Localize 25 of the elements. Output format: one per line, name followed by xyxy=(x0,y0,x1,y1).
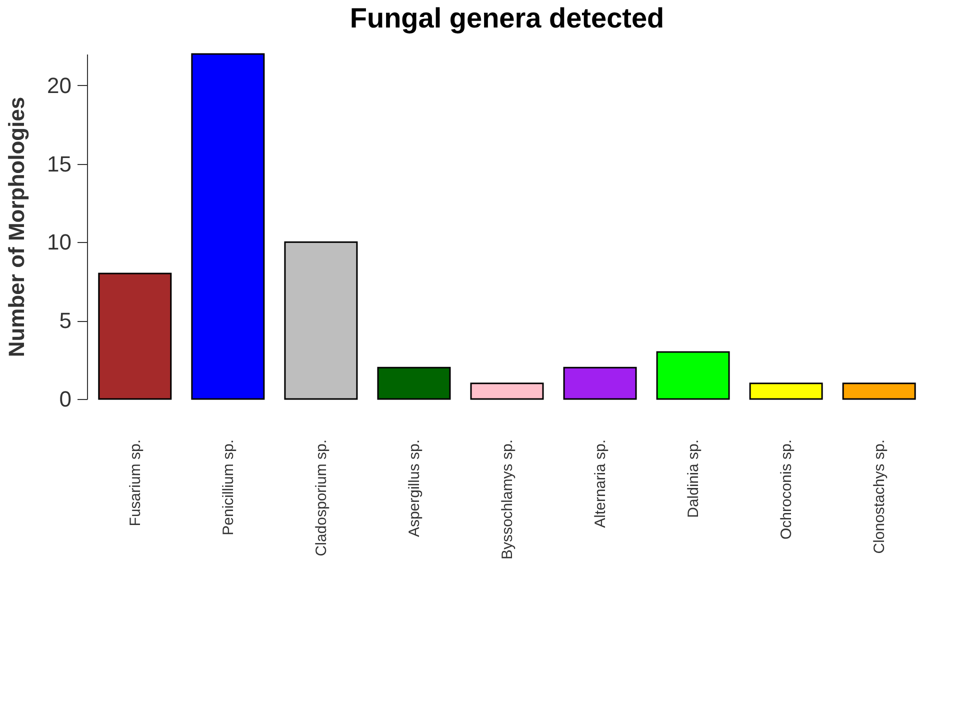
chart-title: Fungal genera detected xyxy=(350,2,664,34)
x-tick-label: Aspergillus sp. xyxy=(406,440,423,538)
y-axis-title: Number of Morphologies xyxy=(4,96,30,358)
x-tick-label: Ochroconis sp. xyxy=(778,440,796,540)
bar xyxy=(284,241,358,400)
x-tick-label: Byssochlamys sp. xyxy=(499,440,516,560)
bar xyxy=(377,366,451,400)
bar xyxy=(470,382,544,400)
bar xyxy=(749,382,823,400)
bar xyxy=(98,272,172,400)
bar xyxy=(656,351,730,400)
y-tick-label: 15 xyxy=(47,151,72,176)
x-tick-label: Clonostachys sp. xyxy=(871,440,888,554)
x-tick-label: Fusarium sp. xyxy=(126,440,144,526)
x-tick-label: Alternaria sp. xyxy=(592,440,610,528)
bar xyxy=(563,366,637,400)
y-tick-label: 0 xyxy=(59,386,72,412)
bar xyxy=(842,382,916,400)
y-tick-label: 20 xyxy=(47,72,72,98)
bar xyxy=(191,53,265,400)
x-tick-label: Daldinia sp. xyxy=(685,440,702,518)
x-tick-label: Cladosporium sp. xyxy=(312,440,330,556)
y-tick-label: 10 xyxy=(47,230,72,255)
x-tick-label: Penicillium sp. xyxy=(220,440,237,536)
y-tick-label: 5 xyxy=(59,308,72,334)
